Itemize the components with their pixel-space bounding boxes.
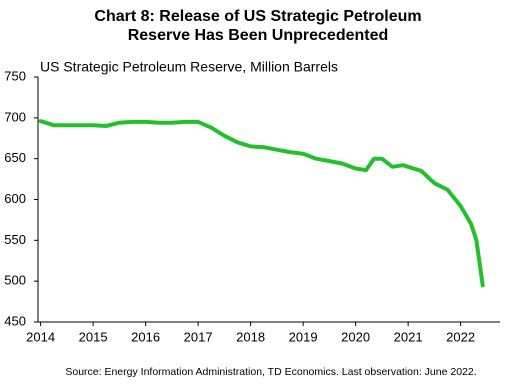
y-tick-label: 500 [4,273,26,288]
data-line [38,119,485,288]
chart-title: Chart 8: Release of US Strategic Petrole… [94,8,421,25]
x-tick-label: 2017 [184,329,213,344]
y-tick-label: 700 [4,109,26,124]
y-tick-label: 750 [4,68,26,83]
y-tick-label: 550 [4,232,26,247]
x-tick-label: 2022 [446,329,475,344]
x-tick-label: 2015 [79,329,108,344]
y-tick-label: 650 [4,150,26,165]
source-note: Source: Energy Information Administratio… [65,366,476,378]
x-tick-label: 2020 [341,329,370,344]
x-tick-label: 2016 [131,329,160,344]
x-tick-label: 2021 [394,329,423,344]
subtitle: US Strategic Petroleum Reserve, Million … [40,59,338,75]
chart-title: Reserve Has Been Unprecedented [128,27,389,44]
x-tick-label: 2018 [236,329,265,344]
x-tick-label: 2019 [289,329,318,344]
y-tick-label: 600 [4,191,26,206]
y-tick-label: 450 [4,313,26,328]
x-tick-label: 2014 [26,329,55,344]
